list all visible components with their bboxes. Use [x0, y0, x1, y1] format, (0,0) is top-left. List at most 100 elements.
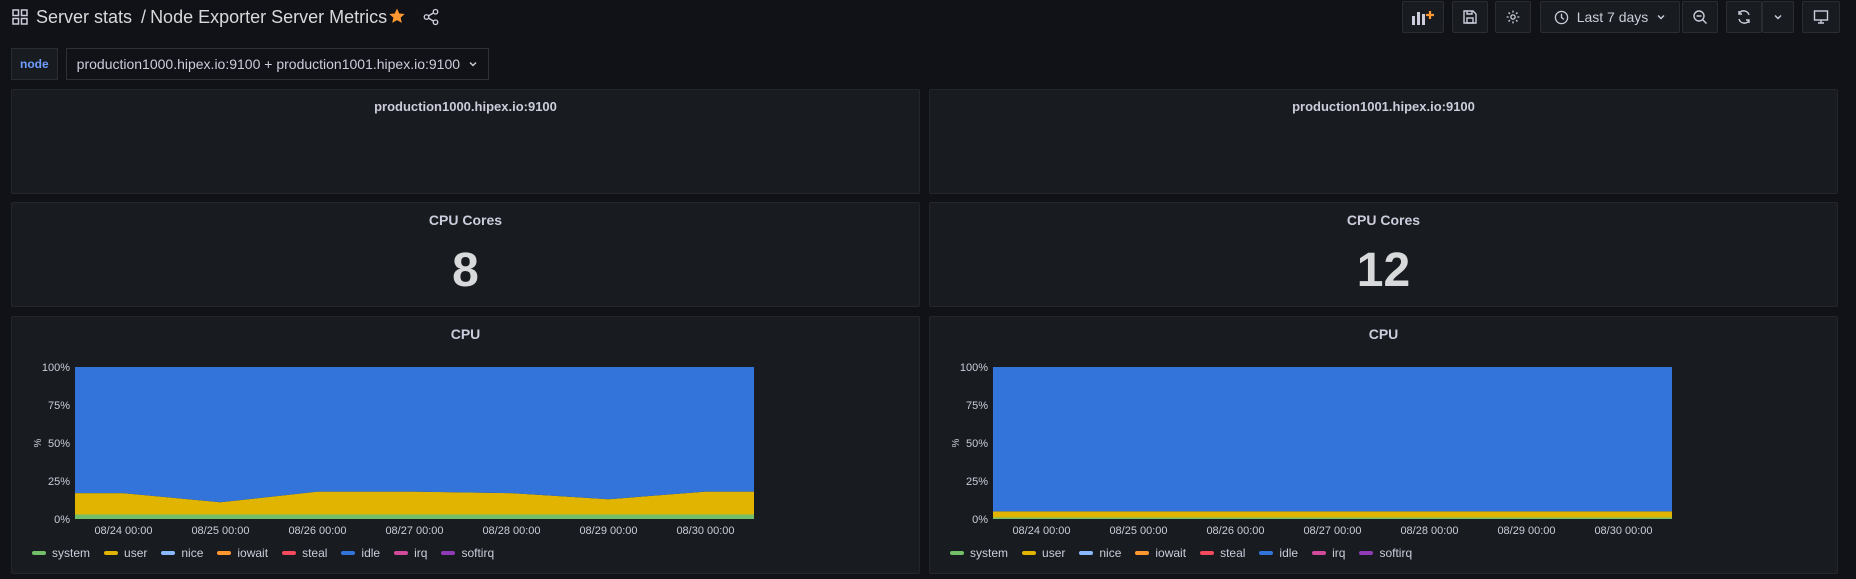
- dashboard-navbar: Server stats / Node Exporter Server Metri…: [0, 0, 1856, 36]
- legend-label: idle: [1279, 546, 1299, 560]
- legend-label: user: [1042, 546, 1066, 560]
- dashboard-title[interactable]: Node Exporter Server Metrics: [150, 7, 388, 27]
- time-range-label: Last 7 days: [1576, 9, 1649, 25]
- gear-icon: [1505, 9, 1521, 25]
- legend-item-iowait[interactable]: iowait: [1135, 546, 1186, 560]
- legend-swatch: [282, 551, 297, 555]
- row-header-panel: production1000.hipex.io:9100: [11, 89, 920, 194]
- zoom-out-button[interactable]: [1682, 1, 1718, 33]
- x-tick-label: 08/26 00:00: [1206, 525, 1264, 537]
- cpu-chart: 0% 25% 50% 75% 100%% 08/24 00:00 08/25 00:00 08…: [951, 362, 1672, 537]
- tv-mode-button[interactable]: [1802, 1, 1840, 33]
- legend-label: steal: [1220, 546, 1246, 560]
- legend-swatch: [1135, 551, 1150, 555]
- time-range-picker[interactable]: Last 7 days: [1540, 1, 1680, 33]
- y-tick-label: 100%: [960, 362, 988, 374]
- cpu-cores-panel: CPU Cores 12: [929, 202, 1838, 307]
- chevron-down-icon: [1773, 12, 1783, 22]
- legend-label: softirq: [461, 546, 495, 560]
- stat-value: 12: [1356, 244, 1411, 297]
- y-axis-label: %: [33, 438, 44, 447]
- legend-label: irq: [1332, 546, 1346, 560]
- x-tick-label: 08/25 00:00: [191, 525, 249, 537]
- legend-item-steal[interactable]: steal: [1200, 546, 1245, 560]
- chevron-down-icon: [1656, 12, 1666, 22]
- y-tick-label: 100%: [42, 362, 70, 374]
- legend-item-user[interactable]: user: [1022, 546, 1065, 560]
- star-icon[interactable]: [388, 7, 406, 25]
- legend-swatch: [1079, 551, 1094, 555]
- y-tick-label: 50%: [48, 438, 70, 450]
- save-icon: [1462, 9, 1478, 25]
- legend-label: user: [124, 546, 148, 560]
- cpu-chart-panel: CPU 0% 25% 50% 75% 100%% 08/24 00:00 08/25 00:…: [929, 316, 1838, 574]
- chevron-down-icon: [468, 56, 478, 72]
- chart-legend: system user nice iowait steal idle irq softirq: [32, 546, 494, 560]
- legend-item-system[interactable]: system: [32, 546, 90, 560]
- legend-item-system[interactable]: system: [950, 546, 1008, 560]
- legend-label: iowait: [237, 546, 269, 560]
- tv-mode-icon: [1813, 9, 1829, 25]
- series-area-system: [993, 517, 1672, 519]
- x-tick-label: 08/29 00:00: [579, 525, 637, 537]
- legend-swatch: [950, 551, 964, 555]
- y-tick-label: 0%: [972, 514, 988, 526]
- legend-swatch: [341, 551, 356, 555]
- chart-legend: system user nice iowait steal idle irq softirq: [950, 546, 1412, 560]
- cpu-chart-panel: CPU 0% 25% 50% 75% 100%% 08/24 00:00 08/25 00:…: [11, 316, 920, 574]
- dashboard-settings-button[interactable]: [1495, 1, 1531, 33]
- add-panel-button[interactable]: [1402, 1, 1444, 33]
- refresh-button[interactable]: [1726, 1, 1762, 33]
- legend-item-user[interactable]: user: [104, 546, 147, 560]
- legend-swatch: [441, 551, 456, 555]
- legend-label: irq: [414, 546, 428, 560]
- x-tick-label: 08/30 00:00: [676, 525, 734, 537]
- refresh-icon: [1736, 9, 1752, 25]
- node-variable-select[interactable]: production1000.hipex.io:9100 + productio…: [65, 48, 490, 80]
- legend-item-softirq[interactable]: softirq: [1359, 546, 1412, 560]
- legend-item-idle[interactable]: idle: [1259, 546, 1298, 560]
- legend-swatch: [1312, 551, 1327, 555]
- legend-label: idle: [361, 546, 381, 560]
- template-variables: node production1000.hipex.io:9100 + prod…: [11, 48, 490, 80]
- legend-label: steal: [302, 546, 328, 560]
- legend-label: softirq: [1379, 546, 1413, 560]
- legend-swatch: [1022, 551, 1037, 555]
- legend-label: iowait: [1155, 546, 1187, 560]
- share-icon[interactable]: [422, 8, 440, 26]
- y-tick-label: 0%: [54, 514, 70, 526]
- legend-item-idle[interactable]: idle: [341, 546, 380, 560]
- legend-label: nice: [1099, 546, 1122, 560]
- legend-item-nice[interactable]: nice: [161, 546, 203, 560]
- x-tick-label: 08/27 00:00: [385, 525, 443, 537]
- legend-item-irq[interactable]: irq: [394, 546, 427, 560]
- x-tick-label: 08/24 00:00: [1012, 525, 1070, 537]
- x-tick-label: 08/27 00:00: [1303, 525, 1361, 537]
- legend-item-steal[interactable]: steal: [282, 546, 327, 560]
- y-tick-label: 75%: [966, 400, 988, 412]
- x-tick-label: 08/25 00:00: [1109, 525, 1167, 537]
- legend-item-irq[interactable]: irq: [1312, 546, 1345, 560]
- y-axis-label: %: [951, 438, 962, 447]
- legend-swatch: [32, 551, 46, 555]
- apps-grid-icon[interactable]: [12, 9, 28, 25]
- refresh-interval-picker[interactable]: [1762, 1, 1794, 33]
- breadcrumb: Server stats / Node Exporter Server Metri…: [36, 7, 387, 28]
- save-dashboard-button[interactable]: [1452, 1, 1488, 33]
- legend-item-softirq[interactable]: softirq: [441, 546, 494, 560]
- panel-title: production1000.hipex.io:9100: [374, 99, 557, 114]
- x-tick-label: 08/29 00:00: [1497, 525, 1555, 537]
- legend-swatch: [217, 551, 232, 555]
- breadcrumb-separator: /: [141, 7, 147, 27]
- legend-item-iowait[interactable]: iowait: [217, 546, 268, 560]
- series-area-user: [75, 491, 754, 515]
- x-tick-label: 08/30 00:00: [1594, 525, 1652, 537]
- breadcrumb-folder[interactable]: Server stats: [36, 7, 133, 27]
- series-area-user: [993, 511, 1672, 518]
- legend-item-nice[interactable]: nice: [1079, 546, 1121, 560]
- series-area-system: [75, 514, 754, 519]
- panel-title: CPU: [1368, 326, 1399, 342]
- x-tick-label: 08/28 00:00: [482, 525, 540, 537]
- zoom-out-icon: [1692, 9, 1708, 25]
- y-tick-label: 50%: [966, 438, 988, 450]
